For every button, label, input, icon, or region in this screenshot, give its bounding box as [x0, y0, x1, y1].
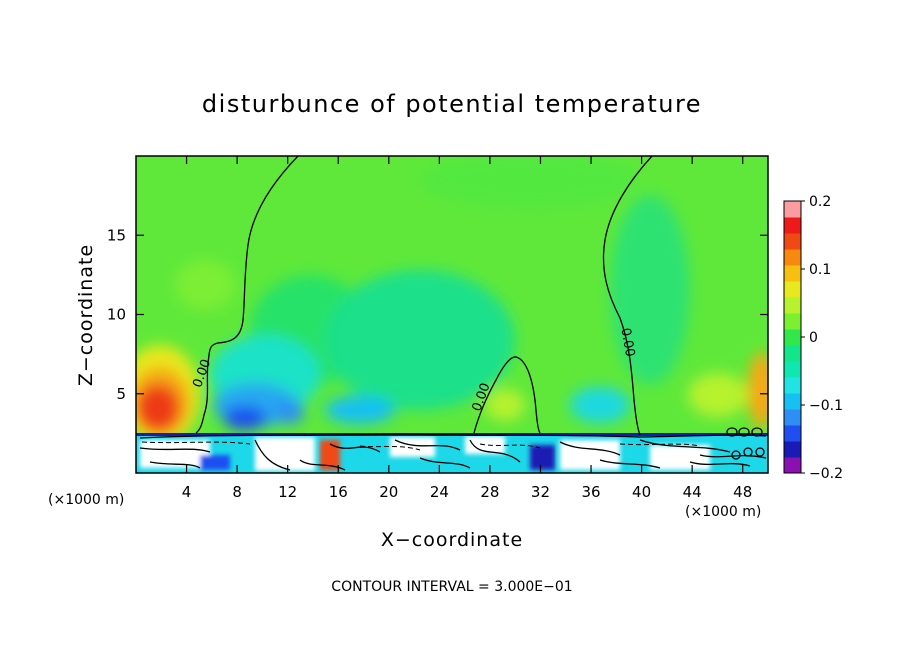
colorbar-swatch	[784, 361, 801, 378]
x-tick-label: 8	[232, 483, 242, 501]
y-tick-label: 10	[107, 306, 126, 324]
colorbar-swatch	[784, 217, 801, 234]
colorbar-swatch	[784, 329, 801, 346]
x-tick-label: 48	[733, 483, 752, 501]
y-axis-title: Z−coordinate	[75, 244, 97, 386]
colorbar-tick-label: 0.1	[809, 262, 831, 278]
colorbar-swatch	[784, 457, 801, 474]
contour-label: 0.00	[617, 327, 637, 358]
colorbar-swatch	[784, 233, 801, 250]
colorbar-swatch	[784, 425, 801, 442]
x-unit-label-right: (×1000 m)	[685, 504, 761, 520]
colorbar-swatch	[784, 409, 801, 426]
x-tick-label: 28	[480, 483, 499, 501]
colorbar-swatch	[784, 281, 801, 298]
colorbar-tick-label: −0.2	[809, 466, 843, 482]
colorbar-swatch	[784, 441, 801, 458]
colorbar-tick-label: −0.1	[809, 398, 843, 414]
heatmap-field	[136, 156, 768, 473]
x-tick-label: 32	[531, 483, 550, 501]
x-unit-label-left: (×1000 m)	[48, 492, 124, 508]
x-tick-label: 36	[581, 483, 600, 501]
colorbar-swatch	[784, 297, 801, 314]
chart-title: disturbunce of potential temperature	[202, 90, 702, 118]
colorbar-swatch	[784, 377, 801, 394]
x-tick-label: 4	[182, 483, 192, 501]
contour-interval-note: CONTOUR INTERVAL = 3.000E−01	[331, 579, 572, 595]
x-tick-label: 20	[379, 483, 398, 501]
y-tick-label: 5	[116, 385, 126, 403]
x-tick-label: 12	[278, 483, 297, 501]
x-tick-label: 24	[430, 483, 449, 501]
x-tick-label: 40	[632, 483, 651, 501]
colorbar-swatch	[784, 249, 801, 266]
y-tick-label: 15	[107, 226, 126, 244]
colorbar-swatch	[784, 345, 801, 362]
colorbar-tick-label: 0.2	[809, 194, 831, 210]
colorbar-swatch	[784, 265, 801, 282]
x-tick-label: 16	[329, 483, 348, 501]
colorbar-swatch	[784, 393, 801, 410]
colorbar-tick-label: 0	[809, 330, 818, 346]
colorbar: 0.2 0.1 0 −0.1 −0.2	[783, 194, 843, 482]
colorbar-swatch	[784, 313, 801, 330]
colorbar-swatch	[784, 201, 801, 218]
x-axis-title: X−coordinate	[381, 529, 523, 551]
x-tick-label: 44	[683, 483, 702, 501]
x-axis: 4 8 12 16 20 24 28 32 36 40 44 48	[182, 156, 752, 501]
y-axis: 5 10 15	[107, 226, 768, 403]
